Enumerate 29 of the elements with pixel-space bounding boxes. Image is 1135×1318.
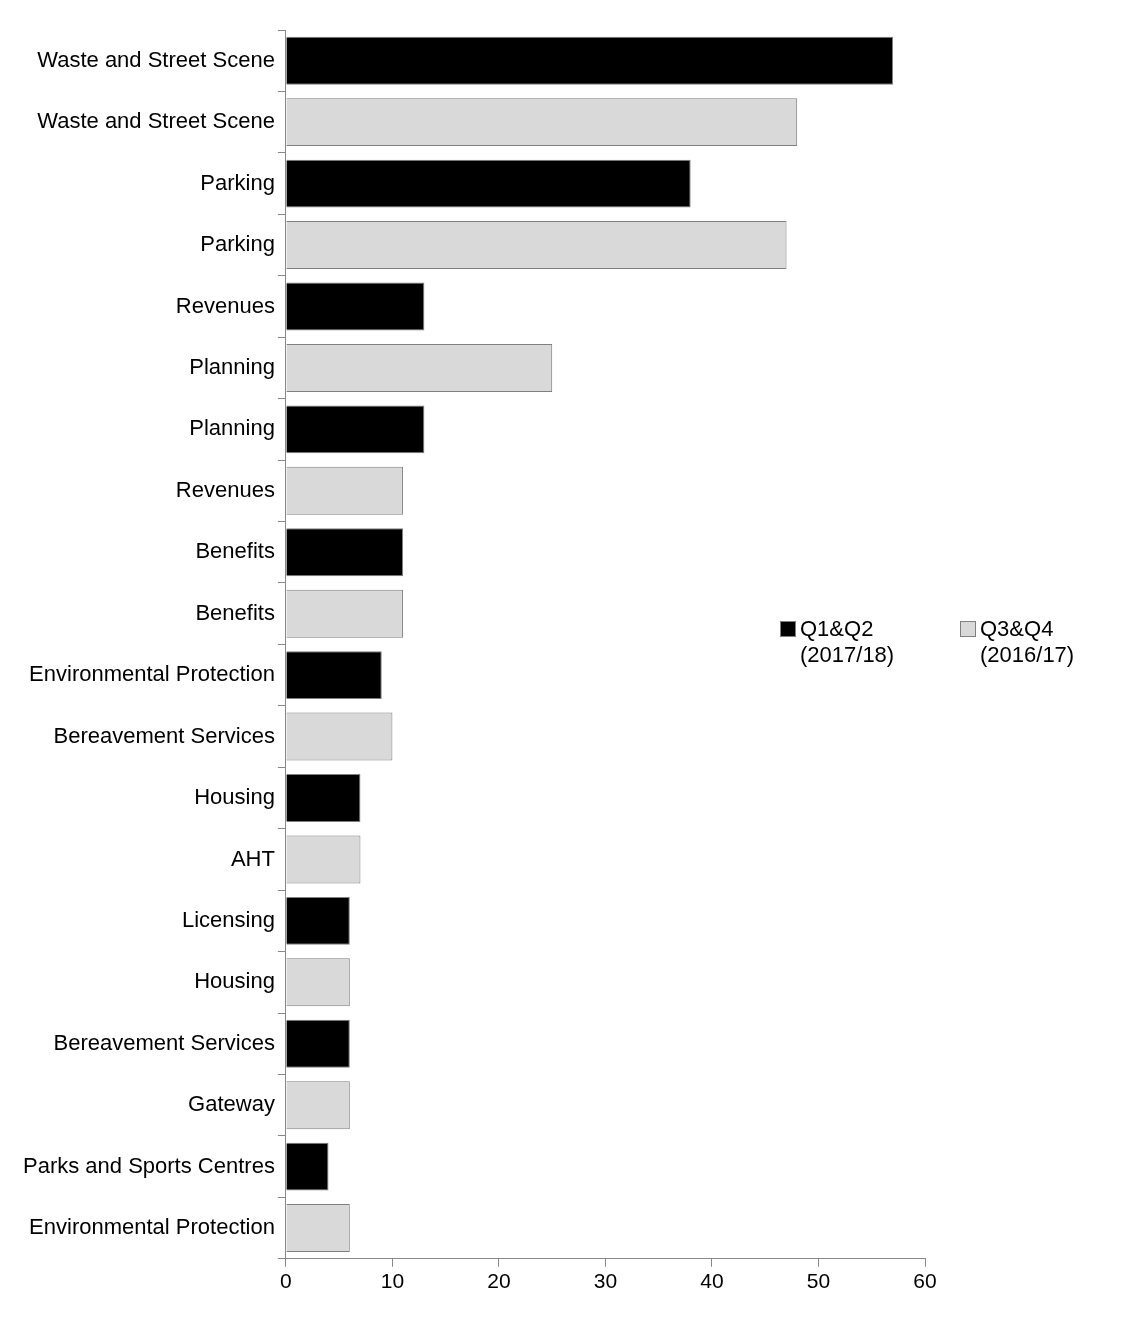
y-tick-label: AHT bbox=[230, 845, 275, 871]
legend-label: Q1&Q2 (2017/18) bbox=[800, 616, 896, 668]
y-tick-label: Environmental Protection bbox=[29, 661, 275, 687]
x-tick-label: 40 bbox=[700, 1269, 724, 1293]
y-tick-label: Benefits bbox=[195, 538, 275, 564]
y-tick-label: Planning bbox=[189, 415, 275, 441]
x-tick-label: 30 bbox=[593, 1269, 618, 1293]
x-tick-label: 60 bbox=[913, 1269, 937, 1293]
x-tick-label: 10 bbox=[380, 1269, 405, 1293]
y-tick-label: Housing bbox=[194, 968, 275, 994]
y-tick-label: Revenues bbox=[175, 476, 275, 502]
y-tick-label: Waste and Street Scene bbox=[37, 108, 275, 134]
y-tick-label: Housing bbox=[194, 784, 275, 810]
y-tick-label: Gateway bbox=[188, 1091, 275, 1117]
y-tick-label: Waste and Street Scene bbox=[37, 46, 275, 72]
y-tick-label: Revenues bbox=[175, 292, 275, 318]
y-tick-label: Parks and Sports Centres bbox=[22, 1152, 275, 1178]
y-tick-label: Planning bbox=[189, 353, 275, 379]
y-tick-label: Bereavement Services bbox=[53, 722, 275, 748]
x-tick-label: 50 bbox=[806, 1269, 831, 1293]
y-tick-label: Bereavement Services bbox=[53, 1029, 275, 1055]
x-tick-label: 0 bbox=[280, 1269, 292, 1293]
y-tick-label: Benefits bbox=[195, 599, 275, 625]
y-tick-label: Parking bbox=[200, 231, 275, 257]
x-tick-label: 20 bbox=[487, 1269, 511, 1293]
y-tick-label: Licensing bbox=[181, 906, 275, 932]
y-tick-label: Environmental Protection bbox=[29, 1214, 275, 1240]
y-tick-label: Parking bbox=[200, 169, 275, 195]
legend-label: Q3&Q4 (2016/17) bbox=[980, 616, 1076, 668]
